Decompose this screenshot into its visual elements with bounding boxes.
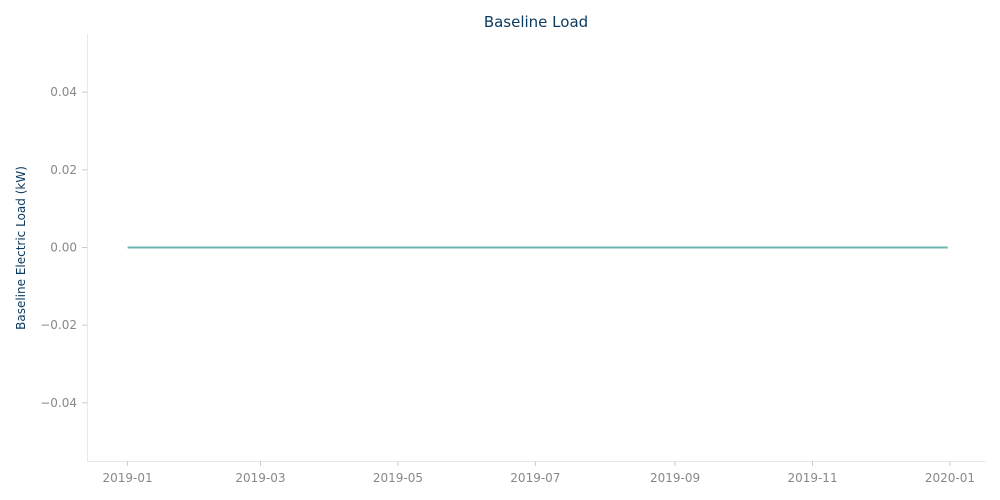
x-tick-label: 2019-03: [235, 471, 285, 485]
y-tick-label: 0.04: [50, 85, 77, 99]
y-tick-label: −0.04: [40, 396, 77, 410]
x-tick-label: 2019-05: [373, 471, 423, 485]
y-axis-label: Baseline Electric Load (kW): [14, 166, 28, 330]
x-ticks: 2019-01 2019-03 2019-05 2019-07 2019-09 2019-…: [102, 461, 975, 485]
x-tick-label: 2020-01: [925, 471, 975, 485]
x-tick-label: 2019-01: [102, 471, 152, 485]
x-tick-label: 2019-07: [510, 471, 560, 485]
x-tick-label: 2019-09: [650, 471, 700, 485]
y-tick-label: 0.00: [50, 241, 77, 255]
y-tick-label: 0.02: [50, 163, 77, 177]
chart-title: Baseline Load: [484, 13, 588, 31]
y-ticks: 0.04 0.02 0.00 −0.02 −0.04: [40, 85, 87, 410]
x-tick-label: 2019-11: [787, 471, 837, 485]
y-tick-label: −0.02: [40, 318, 77, 332]
